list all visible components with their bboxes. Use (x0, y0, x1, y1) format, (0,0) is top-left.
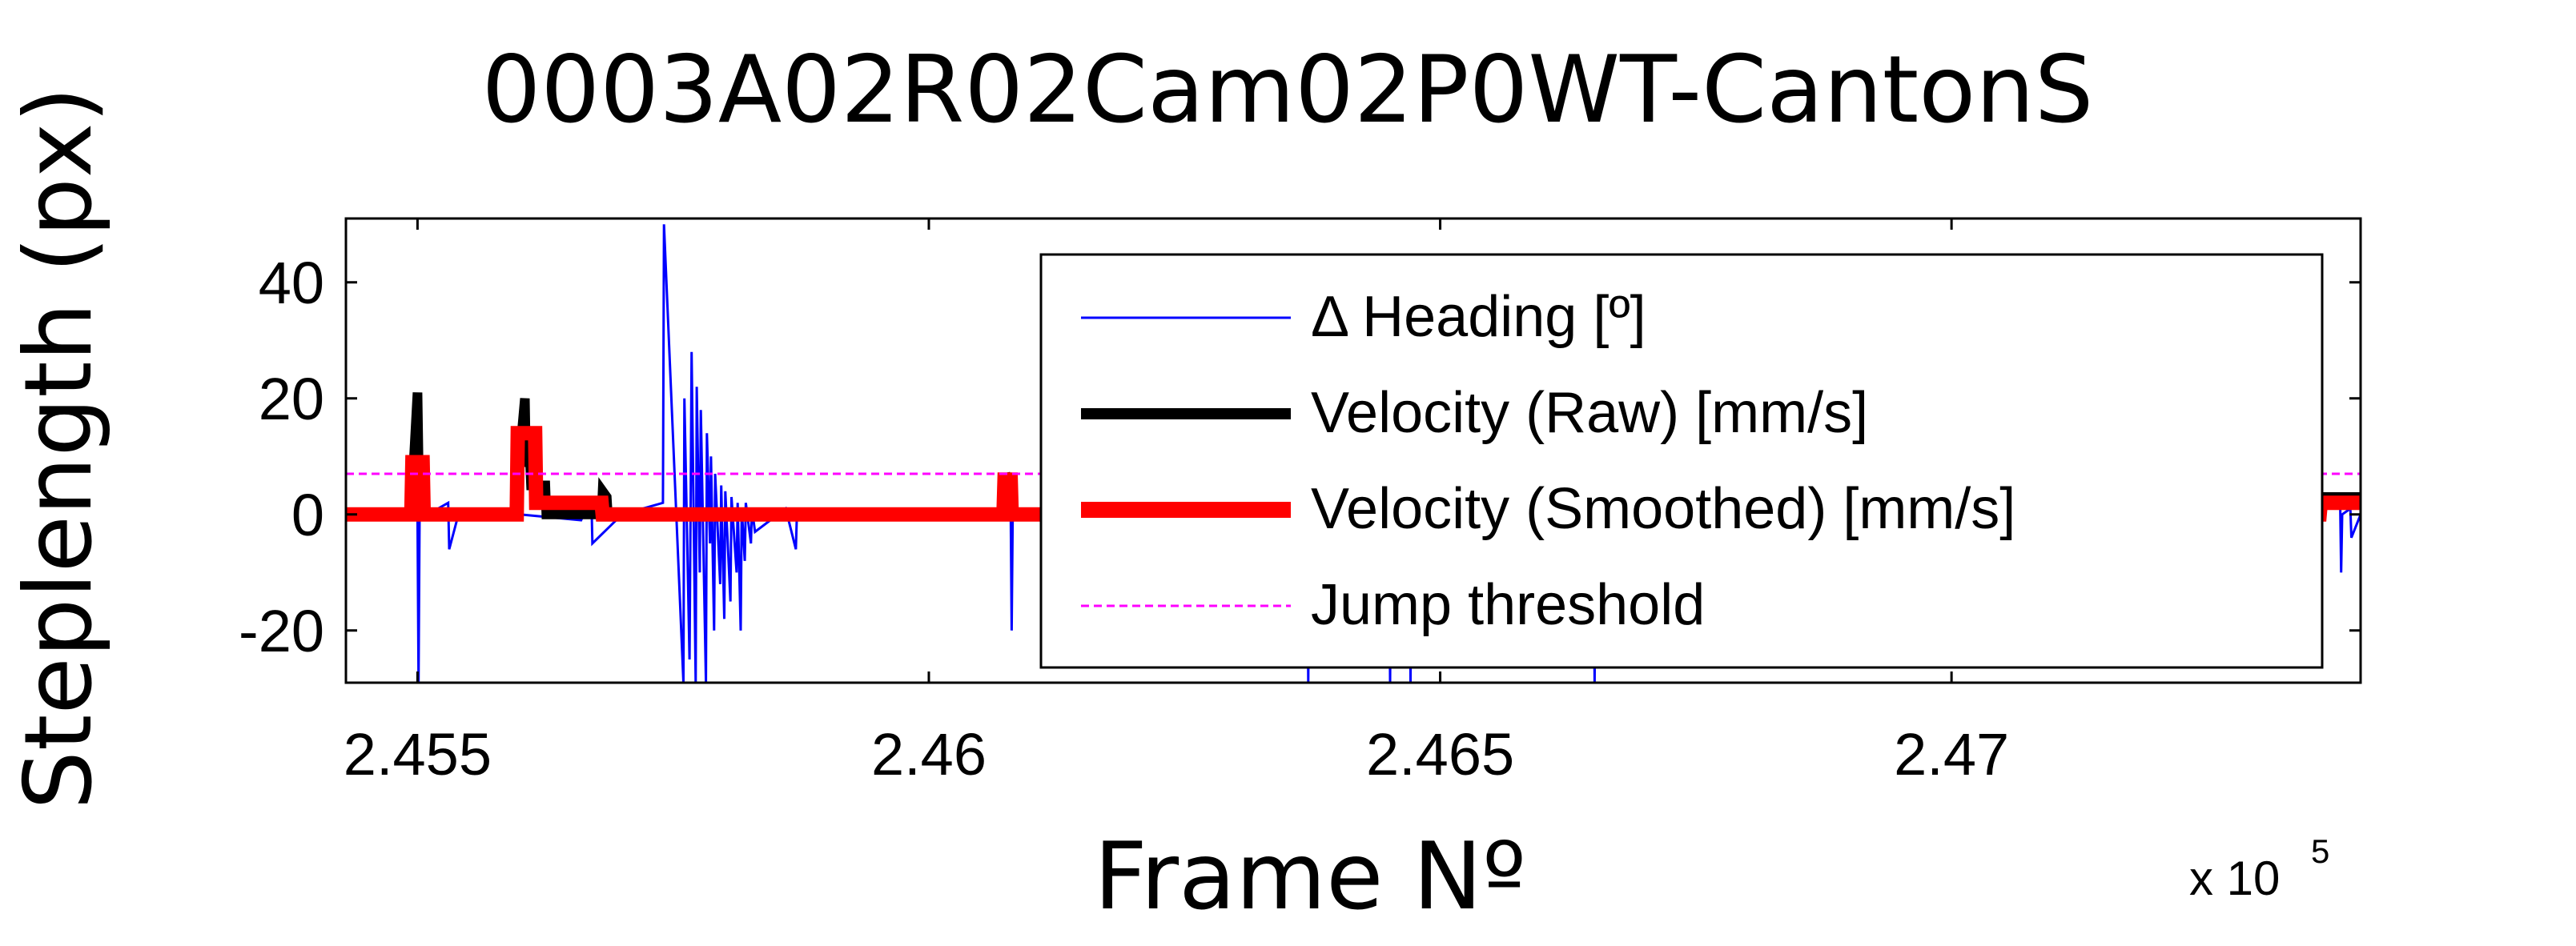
x-tick-label: 2.46 (871, 721, 987, 788)
x-axis-label: Frame Nº (1094, 823, 1526, 931)
legend-label-velocity-raw: Velocity (Raw) [mm/s] (1311, 381, 1868, 445)
legend-box (1039, 253, 2324, 669)
x-exponent-power: 5 (2311, 832, 2329, 870)
legend-label-heading: Δ Heading [º] (1311, 285, 1646, 349)
x-tick-label: 2.47 (1894, 721, 2009, 788)
legend-label-jump-threshold: Jump threshold (1311, 573, 1705, 637)
y-tick-label: 0 (291, 482, 324, 548)
y-axis-label: Steplength (px) (5, 86, 113, 810)
x-exponent-base: x 10 (2189, 852, 2280, 905)
x-tick-label: 2.465 (1366, 721, 1514, 788)
y-tick-label: 40 (259, 250, 324, 316)
y-tick-label: -20 (239, 598, 324, 664)
y-ticks: -20 0 20 40 (239, 250, 2361, 664)
x-tick-label: 2.455 (344, 721, 492, 788)
legend-label-velocity-smoothed: Velocity (Smoothed) [mm/s] (1311, 477, 2015, 541)
y-tick-label: 20 (259, 366, 324, 432)
chart-title: 0003A02R02Cam02P0WT-CantonS (482, 36, 2094, 144)
plot-frame (344, 217, 2362, 684)
x-ticks: 2.455 2.46 2.465 2.47 (344, 218, 2009, 788)
x-exponent: x 10 5 (2189, 832, 2329, 905)
legend: Δ Heading [º] Velocity (Raw) [mm/s] Velo… (1039, 253, 2324, 669)
